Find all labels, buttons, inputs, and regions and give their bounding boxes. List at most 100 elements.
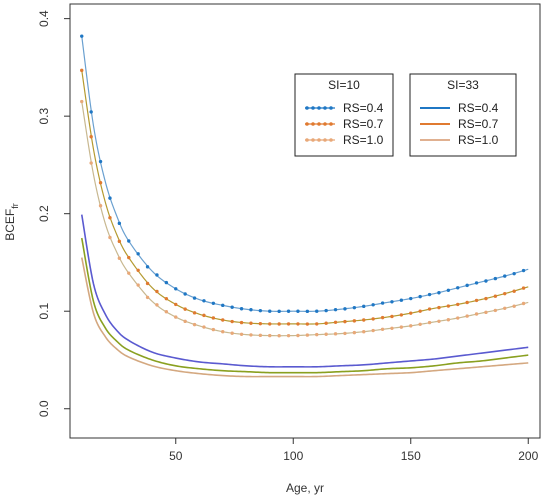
series-point (456, 286, 460, 290)
series-point (239, 332, 244, 336)
series-point (258, 308, 263, 313)
series-point (183, 307, 187, 311)
series-point (512, 304, 516, 308)
series-point (268, 322, 272, 326)
series-point (437, 291, 441, 295)
series-point (305, 333, 310, 337)
legend-entry-label: RS=0.7 (343, 117, 384, 131)
y-tick-label: 0.0 (37, 400, 51, 417)
legend-entry-label: RS=0.4 (343, 101, 384, 115)
series-point (192, 296, 197, 300)
series-point (362, 329, 366, 334)
legend-title: SI=33 (447, 78, 479, 92)
series-point (296, 333, 300, 338)
series-point (427, 292, 432, 297)
series-point (409, 311, 413, 315)
legend-entry-label: RS=1.0 (343, 133, 384, 147)
legend-swatch-marker (305, 106, 309, 110)
series-point (239, 307, 244, 311)
series-point (239, 320, 244, 325)
series-point (418, 294, 422, 299)
series-point (268, 333, 272, 338)
series-point (202, 299, 206, 303)
series-point (427, 307, 432, 311)
series-point (324, 308, 328, 313)
series-point (380, 315, 385, 320)
series-point (221, 329, 225, 334)
series-point (352, 330, 357, 335)
series-point (98, 159, 103, 164)
series-point (127, 239, 131, 243)
series-point (362, 318, 366, 322)
series-point (465, 283, 469, 288)
series-point (437, 305, 441, 310)
series-point (399, 313, 404, 317)
series-point (399, 325, 404, 329)
series-layer (80, 34, 529, 378)
series-point (174, 287, 178, 291)
legend-swatch-marker (311, 138, 315, 142)
series-point (503, 291, 507, 296)
series-point (183, 319, 187, 324)
legend-box (409, 73, 517, 157)
series-point (503, 274, 507, 278)
x-tick-label: 200 (518, 449, 538, 463)
series-line (81, 101, 529, 337)
series-point (277, 334, 281, 338)
series-point (202, 325, 206, 329)
series-point (249, 308, 253, 312)
series-point (230, 319, 234, 324)
series-point (164, 280, 169, 285)
y-tick-label: 0.1 (37, 303, 51, 320)
series-point (136, 283, 140, 287)
legend-title: SI=10 (328, 78, 360, 92)
series-point (465, 314, 469, 318)
series-point (465, 300, 469, 305)
series-point (484, 310, 488, 315)
series-point (192, 322, 197, 327)
legend-swatch-marker (317, 106, 321, 110)
series-point (343, 331, 347, 336)
series-point (521, 286, 526, 290)
legend-swatch-marker (305, 138, 309, 142)
series-point (155, 289, 159, 294)
series-point (230, 331, 234, 335)
series-point (89, 161, 93, 165)
series-point (324, 321, 328, 325)
series-point (136, 268, 140, 273)
series-point (324, 332, 328, 336)
series-point (117, 221, 122, 226)
series-point (456, 316, 460, 320)
legend-swatch-marker (317, 138, 321, 142)
legend-entry-label: RS=0.7 (458, 117, 499, 131)
legend-swatch-marker (323, 106, 327, 110)
series-point (80, 34, 84, 38)
series-point (221, 318, 225, 322)
series-point (503, 306, 507, 310)
series-point (418, 322, 422, 326)
legend-swatch-marker (305, 122, 309, 126)
series-3 (80, 99, 529, 338)
y-axis-title-subscript: fr (10, 203, 20, 209)
series-2 (80, 68, 529, 326)
series-line (80, 237, 529, 374)
x-tick-label: 150 (401, 449, 421, 463)
series-point (127, 255, 131, 260)
series-5 (80, 237, 529, 374)
series-point (380, 327, 385, 331)
series-point (164, 296, 169, 301)
y-axis-title-main: BCEF (3, 209, 17, 241)
series-point (174, 315, 178, 319)
series-point (296, 322, 300, 326)
legend-swatch-marker (323, 122, 327, 126)
series-point (108, 196, 112, 200)
series-point (484, 279, 488, 283)
series-point (286, 322, 291, 326)
series-point (333, 307, 338, 312)
series-point (230, 305, 234, 309)
series-point (108, 235, 112, 240)
series-point (117, 239, 122, 244)
series-line (80, 214, 529, 368)
series-point (155, 303, 159, 307)
series-point (98, 181, 103, 185)
